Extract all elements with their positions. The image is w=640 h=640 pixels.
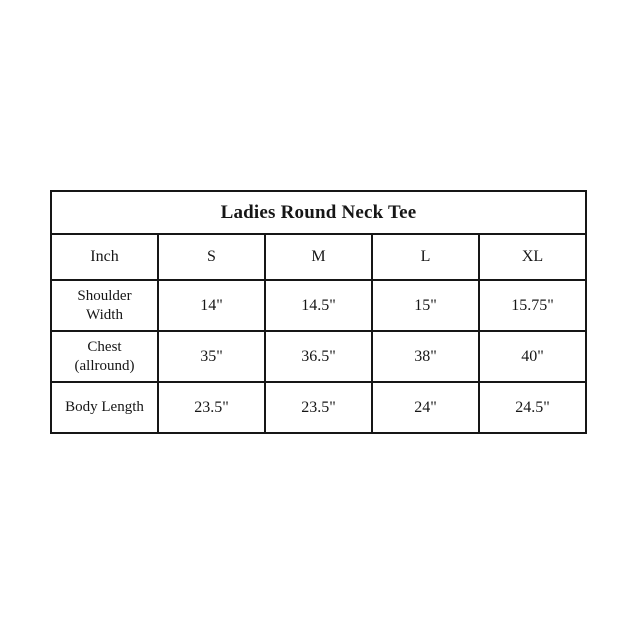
value-cell: 35" [157, 330, 266, 383]
table-row-shoulder-width: Shoulder Width 14" 14.5" 15" 15.75" [50, 279, 587, 332]
size-chart-table: Ladies Round Neck Tee Inch S M L XL Shou… [50, 190, 587, 434]
size-header-l: L [371, 233, 480, 281]
table-row-body-length: Body Length 23.5" 23.5" 24" 24.5" [50, 381, 587, 434]
value-cell: 14.5" [264, 279, 373, 332]
value-cell: 15.75" [478, 279, 587, 332]
size-header-xl: XL [478, 233, 587, 281]
value-cell: 14" [157, 279, 266, 332]
row-label: Body Length [50, 381, 159, 434]
header-row: Inch S M L XL [50, 233, 587, 281]
value-cell: 40" [478, 330, 587, 383]
size-header-s: S [157, 233, 266, 281]
title-row: Ladies Round Neck Tee [50, 190, 587, 235]
value-cell: 36.5" [264, 330, 373, 383]
value-cell: 23.5" [264, 381, 373, 434]
value-cell: 24" [371, 381, 480, 434]
size-header-m: M [264, 233, 373, 281]
value-cell: 24.5" [478, 381, 587, 434]
unit-header-cell: Inch [50, 233, 159, 281]
table-row-chest: Chest (allround) 35" 36.5" 38" 40" [50, 330, 587, 383]
value-cell: 15" [371, 279, 480, 332]
row-label: Chest (allround) [50, 330, 159, 383]
value-cell: 38" [371, 330, 480, 383]
chart-title: Ladies Round Neck Tee [50, 190, 587, 235]
row-label: Shoulder Width [50, 279, 159, 332]
value-cell: 23.5" [157, 381, 266, 434]
